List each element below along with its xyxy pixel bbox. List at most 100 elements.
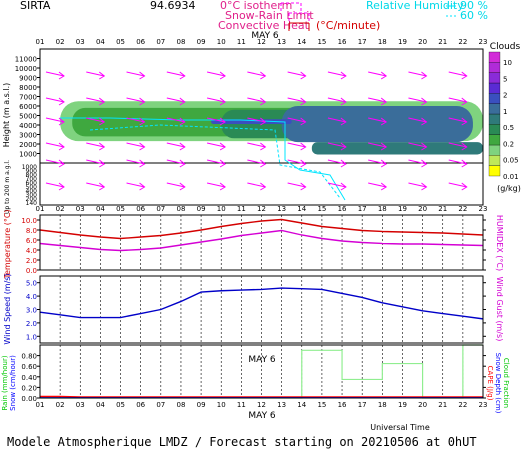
wind-arrow-head: [98, 117, 106, 126]
height-low-axis-label: Up to 200 m a.g.l.: [4, 160, 11, 214]
y-tick-label: 3.0: [26, 307, 37, 315]
wind-arrow-head: [58, 117, 65, 126]
top-hour-tick-label: 13: [277, 38, 286, 46]
wind-arrow-head: [139, 117, 146, 126]
wind-arrow: [166, 71, 185, 77]
temperature-plot: 0.0 2.0 4.0 6.0 8.0 10.0: [21, 214, 486, 275]
top-hour-tick-label: 22: [458, 38, 467, 46]
bottom-hour-tick-label: 20: [418, 401, 427, 409]
wind-arrow-head: [219, 97, 226, 106]
wind-arrow-head: [219, 159, 226, 168]
wind-arrow: [368, 71, 387, 77]
y-tick-label: 6.0: [26, 237, 37, 245]
bottom-hour-ticks: 01 02 03 04 05 06 07 08 09 10 11 12 13 14 15 16 17 18 19 20…: [36, 401, 488, 409]
isotherm-legend-label: 0°C isotherm: [220, 0, 292, 12]
wind-arrow-head: [300, 71, 307, 80]
wind-arrow-head: [421, 71, 428, 80]
wind-arrow: [206, 142, 226, 148]
wind-arrow-head: [340, 97, 347, 106]
wind-arrow: [408, 182, 427, 188]
colorbar-swatch: [488, 103, 501, 115]
y-tick-label: 10.0: [21, 217, 37, 225]
wind-arrow: [327, 182, 347, 188]
wind-arrow-head: [179, 182, 186, 191]
wind-arrow: [247, 117, 266, 123]
bottom-hour-tick-label: 09: [197, 401, 206, 409]
colorbar-swatch: [488, 134, 501, 146]
mid-hour-tick-label: 13: [277, 205, 286, 213]
header: SIRTA 94.6934 0°C isotherm Snow-Rain Lim…: [20, 0, 488, 32]
wind-arrow-head: [139, 97, 146, 106]
bottom-hour-tick-label: 16: [338, 401, 347, 409]
wind-arrow: [247, 142, 266, 148]
wind-arrow-head: [219, 182, 226, 191]
wind-arrow: [287, 159, 306, 165]
isotherm-legend-symbol: [280, 2, 302, 11]
mid-hour-tick-label: 20: [418, 205, 427, 213]
top-hour-tick-label: 12: [257, 38, 266, 46]
mid-hour-tick-label: 02: [56, 205, 65, 213]
colorbar-swatch: [488, 165, 501, 177]
wind-arrow: [327, 117, 347, 123]
bottom-hour-tick-label: 12: [257, 401, 266, 409]
height-tick-label: 5000: [19, 113, 37, 121]
date-label-bottom: MAY 6: [248, 411, 276, 421]
bottom-hour-tick-label: 10: [217, 401, 226, 409]
wind-arrow: [86, 182, 105, 188]
wind-arrow: [287, 117, 306, 123]
wind-arrow-head: [139, 71, 146, 80]
wind-arrow: [206, 159, 226, 165]
wind-arrow-head: [58, 97, 65, 106]
wind-arrow: [45, 182, 65, 188]
height-tick-label: 6000: [19, 103, 37, 111]
top-hour-tick-label: 01: [36, 38, 45, 46]
bottom-hour-tick-label: 06: [136, 401, 145, 409]
site-name: SIRTA: [20, 0, 51, 12]
cape-axis-label: CAPE (J/g): [486, 366, 494, 401]
mid-hour-tick-label: 08: [176, 205, 185, 213]
mid-hour-tick-label: 01: [36, 205, 45, 213]
colorbar-tick-label: 2: [503, 92, 507, 100]
y-tick-label: 0.00: [21, 395, 37, 403]
top-hour-tick-label: 06: [136, 38, 145, 46]
humidex-axis-label: HUMIDEX (°C): [495, 215, 504, 271]
wind-arrow-head: [380, 182, 388, 191]
humidex-line: [39, 229, 484, 252]
colorbar-tick-label: 0.05: [503, 157, 519, 165]
height-tick-label: 3000: [19, 132, 37, 140]
y-tick-label: 0.20: [21, 384, 37, 392]
wind-arrow: [45, 97, 65, 103]
height-low-tick-label: 700: [26, 176, 38, 183]
y-tick-label: 2.0: [26, 257, 37, 265]
rh-90-label: 90 %: [460, 0, 488, 12]
y-tick-label: 8.0: [26, 227, 37, 235]
panel-frame: [39, 214, 484, 271]
top-hour-tick-label: 20: [418, 38, 427, 46]
wind-arrow: [368, 142, 387, 148]
date-label-top: MAY 6: [251, 31, 279, 41]
wind-arrow-head: [421, 97, 428, 106]
y-tick-label: 0.0: [26, 267, 37, 275]
height-low-tick-label: 200: [26, 196, 38, 203]
wind-arrow-head: [98, 97, 106, 106]
height-tick-label: 11000: [15, 56, 37, 64]
height-tick-label: 8000: [19, 84, 37, 92]
wind-arrow: [86, 97, 105, 103]
bottom-hour-tick-label: 18: [378, 401, 387, 409]
colorbar-swatch: [488, 93, 501, 104]
bottom-hour-tick-label: 17: [358, 401, 367, 409]
bottom-hour-tick-label: 05: [116, 401, 125, 409]
bottom-hour-tick-label: 07: [156, 401, 165, 409]
wind-arrow-head: [461, 142, 468, 151]
wind-arrow-head: [58, 159, 65, 168]
colorbar-swatch: [488, 72, 501, 84]
wind-arrow-head: [340, 182, 347, 191]
wind-arrow-head: [260, 159, 267, 168]
wind-arrow: [166, 159, 185, 165]
wind-arrow-head: [300, 159, 307, 168]
rh-60-label: 60 %: [460, 9, 488, 22]
wind-arrow: [368, 159, 387, 165]
colorbar-tick-label: 0.2: [503, 140, 514, 148]
wind-arrow-head: [300, 117, 307, 126]
